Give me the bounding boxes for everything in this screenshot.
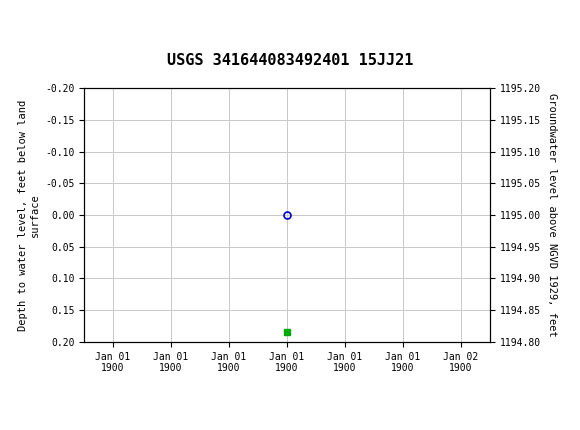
- Text: ≡USGS: ≡USGS: [9, 13, 55, 28]
- Y-axis label: Depth to water level, feet below land
surface: Depth to water level, feet below land su…: [18, 99, 39, 331]
- Text: USGS 341644083492401 15JJ21: USGS 341644083492401 15JJ21: [167, 53, 413, 68]
- Y-axis label: Groundwater level above NGVD 1929, feet: Groundwater level above NGVD 1929, feet: [546, 93, 556, 337]
